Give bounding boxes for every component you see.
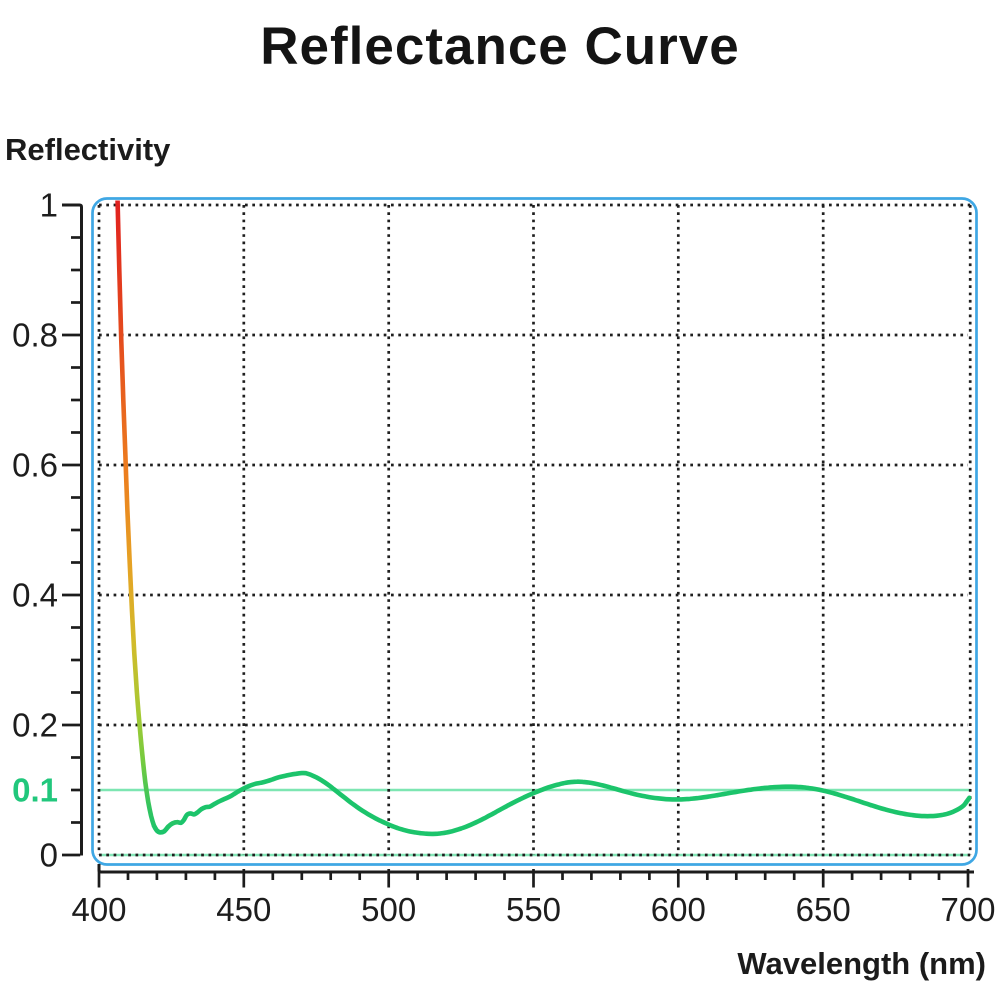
x-tick-label: 600 (651, 891, 706, 928)
x-tick-label: 450 (216, 891, 271, 928)
y-tick-label: 0.8 (12, 317, 58, 354)
reflectance-curve-gradient-segment (115, 200, 180, 835)
curve-group (115, 200, 972, 837)
x-tick-label: 550 (506, 891, 561, 928)
x-tick-label: 500 (361, 891, 416, 928)
chart-title: Reflectance Curve (260, 17, 740, 76)
x-tick-label: 400 (71, 891, 126, 928)
y-tick-label: 0 (40, 837, 58, 874)
y-tick-label: 0.2 (12, 707, 58, 744)
y-tick-label: 0.4 (12, 577, 58, 614)
x-tick-label: 700 (940, 891, 995, 928)
chart-frame (91, 197, 978, 866)
reflectance-curve (151, 770, 972, 837)
x-axis-title: Wavelength (nm) (737, 946, 986, 981)
y-tick-label: 1 (40, 187, 58, 224)
y-axis-spine (62, 203, 83, 856)
y-highlight-tick-label: 0.1 (12, 772, 58, 809)
y-axis-title: Reflectivity (5, 132, 171, 167)
x-tick-label: 650 (796, 891, 851, 928)
y-tick-label: 0.6 (12, 447, 58, 484)
